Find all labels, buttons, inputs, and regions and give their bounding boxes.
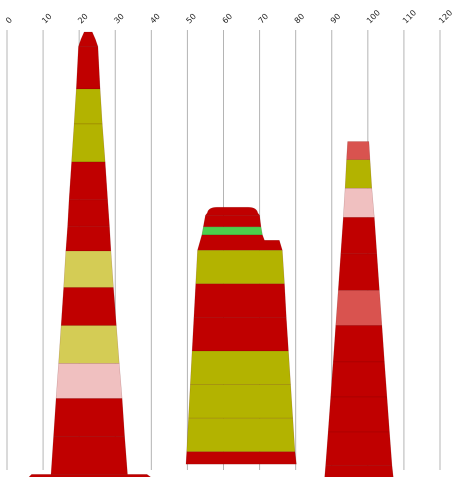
x-tick-label-20: 20 [76,12,90,26]
profile-left [28,31,151,477]
segment-right-0 [346,141,371,160]
segment-left-1 [76,46,101,90]
segment-middle-7 [190,350,291,385]
segment-left-12 [50,436,128,475]
segment-middle-6 [191,317,289,352]
x-tick-labels: 0 10 20 30 40 50 60 70 80 90 100 110 120 [4,8,452,25]
segment-right-2 [343,188,375,218]
x-tick-label-10: 10 [40,12,54,26]
segment-right-7 [330,361,388,398]
segment-right-9 [325,431,393,466]
x-tick-label-60: 60 [221,12,235,26]
x-tick-label-100: 100 [365,8,382,25]
x-tick-label-110: 110 [401,8,418,25]
x-tick-label-40: 40 [148,12,162,26]
segment-middle-9 [186,417,296,452]
segment-middle-0 [205,207,260,216]
segment-middle-2 [201,226,263,236]
x-tick-label-50: 50 [184,12,198,26]
segment-left-8 [60,287,117,326]
segment-middle-4 [195,250,285,285]
segment-middle-1 [203,215,262,228]
segment-left-5 [67,199,110,227]
segment-left-2 [73,88,103,125]
profile-middle [185,207,297,465]
x-tick-label-90: 90 [329,12,343,26]
profile-shapes [28,31,394,477]
x-tick-label-0: 0 [4,15,14,25]
segment-left-9 [58,325,120,364]
segment-right-1 [344,159,373,189]
segment-left-0 [78,31,99,47]
segment-middle-5 [193,283,287,318]
segment-middle-3 [197,234,283,251]
segment-right-8 [327,396,390,433]
segment-left-4 [68,161,108,201]
x-tick-label-30: 30 [112,12,126,26]
segment-right-6 [332,325,385,363]
segment-middle-8 [188,384,293,419]
segment-left-7 [63,250,114,288]
segment-left-3 [71,123,106,163]
segment-left-11 [53,398,125,437]
x-tick-label-80: 80 [293,12,307,26]
segment-left-6 [65,225,112,252]
segment-left-10 [55,363,123,399]
segment-right-5 [335,290,383,326]
segment-right-4 [338,253,380,291]
profile-right [324,141,394,477]
segment-right-10 [324,465,394,477]
x-tick-label-70: 70 [257,12,271,26]
x-tick-label-120: 120 [437,8,452,25]
segment-middle-10 [185,451,297,465]
segment-right-3 [340,217,378,255]
